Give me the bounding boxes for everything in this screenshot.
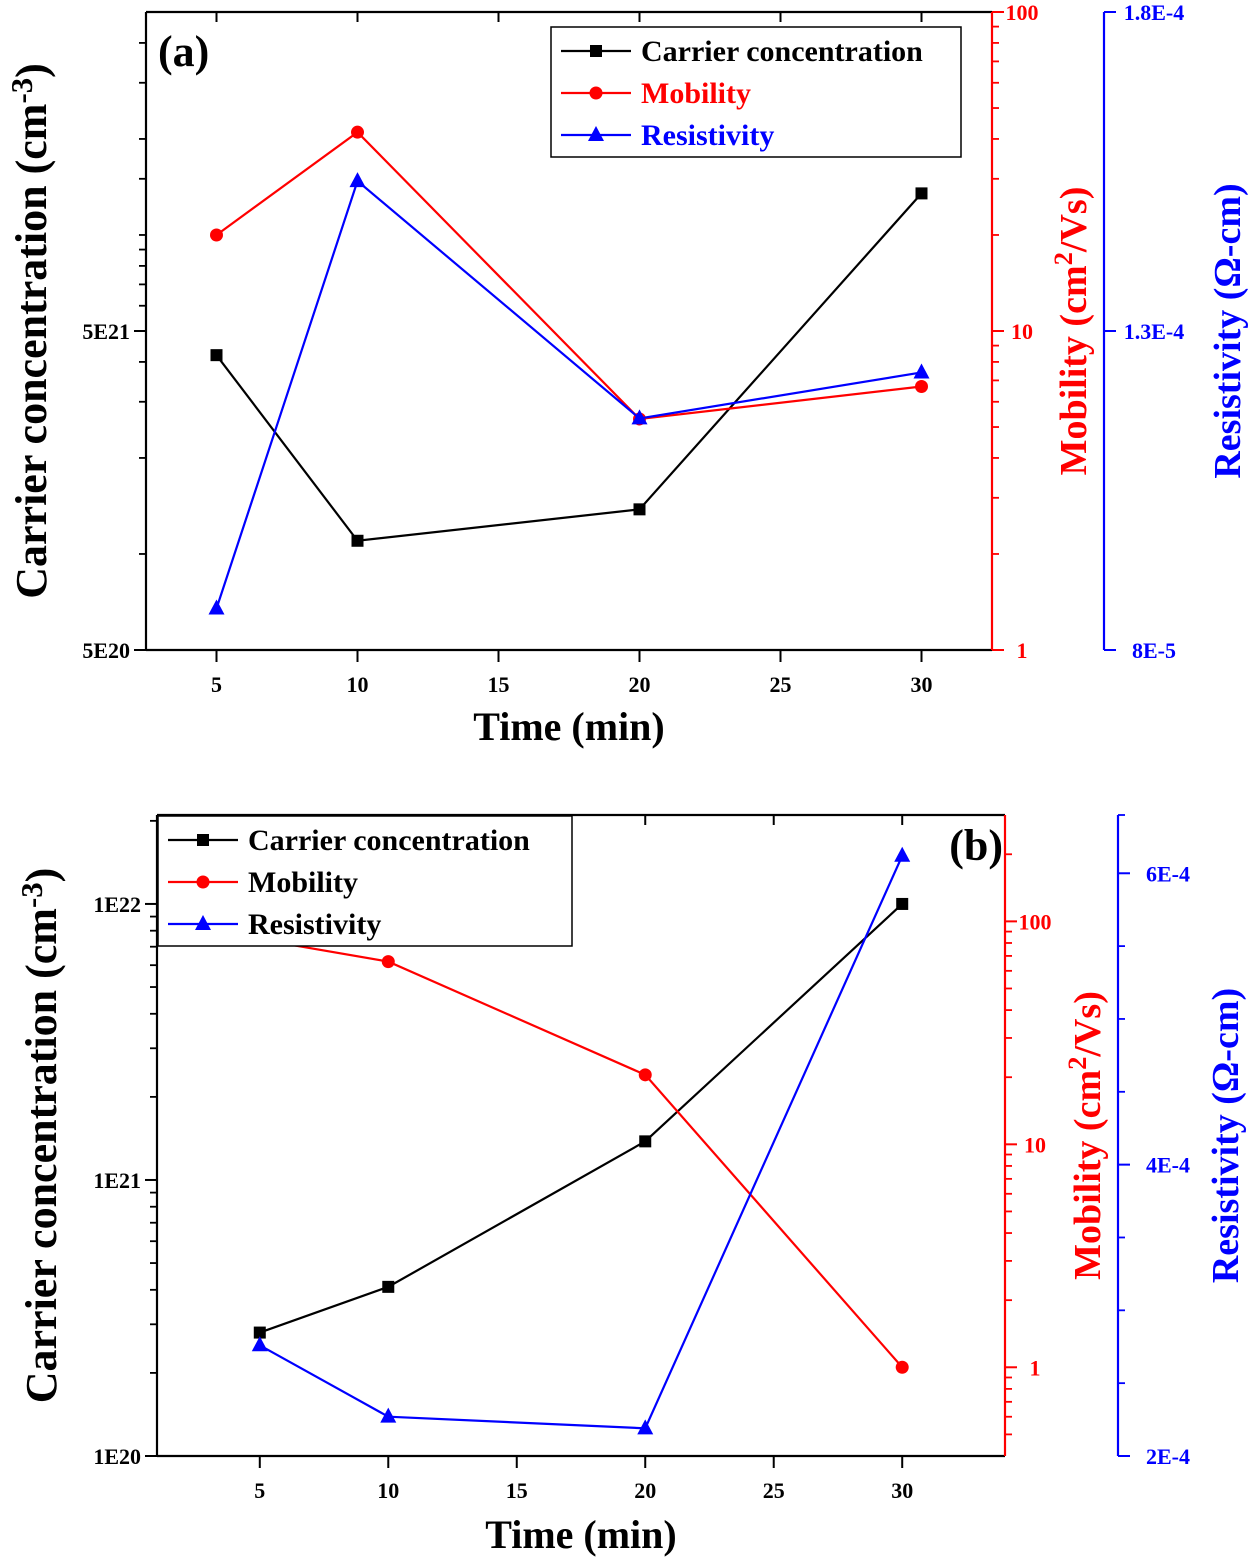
series-line-mobility xyxy=(259,938,904,1369)
data-point-mobility xyxy=(638,1068,652,1082)
legend-label-resistivity: Resistivity xyxy=(248,908,381,941)
mobility-tick-label: 100 xyxy=(1006,0,1039,25)
data-point-carrier-concentration xyxy=(351,534,364,547)
data-point-carrier-concentration xyxy=(639,1135,652,1148)
legend-marker-mobility xyxy=(196,875,210,889)
mobility-tick-label: 1 xyxy=(1030,1355,1041,1380)
data-point-mobility xyxy=(895,1360,909,1374)
data-point-resistivity xyxy=(894,846,911,862)
x-tick-label: 30 xyxy=(911,672,933,697)
left-tick-label: 5E21 xyxy=(82,319,130,344)
resistivity-tick-label: 4E-4 xyxy=(1146,1153,1190,1178)
legend: Carrier concentration Mobility Resistivity xyxy=(157,815,573,947)
series-line-mobility xyxy=(215,130,922,421)
data-point-resistivity xyxy=(380,1407,397,1423)
series-line-carrier-concentration xyxy=(259,903,903,1334)
legend-marker-resistivity xyxy=(195,915,211,930)
mobility-tick-label: 10 xyxy=(1011,319,1033,344)
data-point-mobility xyxy=(915,379,928,393)
left-tick-label: 1E21 xyxy=(93,1168,141,1193)
x-axis-title: Time (min) xyxy=(473,704,664,749)
data-point-carrier-concentration xyxy=(896,897,909,910)
x-tick-label: 25 xyxy=(763,1478,785,1503)
resistivity-axis-title: Resistivity (Ω-cm) xyxy=(1207,183,1249,478)
panel-b: 5 10 15 20 25 30 Time (min) 1E20 1E21 1E22 Carrier… xyxy=(15,813,1247,1557)
data-point-carrier-concentration xyxy=(633,503,646,516)
left-tick-label: 1E20 xyxy=(93,1444,141,1469)
x-tick-label: 15 xyxy=(488,672,510,697)
left-axis-title: Carrier concentration (cm-3) xyxy=(15,868,66,1404)
series-line-resistivity xyxy=(259,855,904,1430)
data-point-carrier-concentration xyxy=(382,1280,395,1293)
legend-label-carrier-concentration: Carrier concentration xyxy=(641,35,923,68)
x-tick-label: 25 xyxy=(770,672,792,697)
legend-label-resistivity: Resistivity xyxy=(641,119,774,152)
legend-marker-mobility xyxy=(589,86,603,100)
panel-a: 5 10 15 20 25 30 Time (min) 5E20 5E21 Carrier con… xyxy=(5,0,1249,749)
mobility-tick-label: 10 xyxy=(1024,1132,1046,1157)
left-axis-title: Carrier concentration (cm-3) xyxy=(5,63,56,599)
x-tick-label: 10 xyxy=(347,672,369,697)
data-point-carrier-concentration xyxy=(915,187,928,200)
legend-label-mobility: Mobility xyxy=(248,866,358,899)
mobility-tick-label: 1 xyxy=(1017,638,1028,663)
data-point-resistivity xyxy=(349,172,366,188)
data-point-carrier-concentration xyxy=(210,349,223,362)
legend-marker-carrier-concentration xyxy=(590,45,602,57)
resistivity-tick-label: 2E-4 xyxy=(1146,1444,1190,1469)
x-tick-label: 30 xyxy=(891,1478,913,1503)
data-point-resistivity xyxy=(208,599,225,615)
x-tick-label: 20 xyxy=(634,1478,656,1503)
x-tick-label: 5 xyxy=(254,1478,265,1503)
x-tick-label: 20 xyxy=(629,672,651,697)
left-tick-label: 1E22 xyxy=(93,892,141,917)
legend: Carrier concentration Mobility Resistivity xyxy=(550,26,962,158)
resistivity-tick-label: 1.8E-4 xyxy=(1124,0,1185,25)
data-point-mobility xyxy=(210,228,223,242)
resistivity-tick-label: 6E-4 xyxy=(1146,861,1190,886)
legend-label-carrier-concentration: Carrier concentration xyxy=(248,824,530,857)
panel-label: (b) xyxy=(949,821,1003,870)
data-point-resistivity xyxy=(631,409,648,425)
x-axis-title: Time (min) xyxy=(485,1512,676,1557)
resistivity-axis-title: Resistivity (Ω-cm) xyxy=(1205,988,1247,1283)
legend-marker-resistivity xyxy=(588,126,604,141)
mobility-axis-title: Mobility (cm2/Vs) xyxy=(1048,187,1095,476)
data-point-mobility xyxy=(381,955,395,969)
mobility-axis-title: Mobility (cm2/Vs) xyxy=(1062,991,1109,1280)
mobility-tick-label: 100 xyxy=(1019,909,1052,934)
panel-label: (a) xyxy=(158,27,209,76)
x-tick-label: 10 xyxy=(377,1478,399,1503)
legend-label-mobility: Mobility xyxy=(641,77,751,110)
x-tick-label: 5 xyxy=(211,672,222,697)
x-tick-label: 15 xyxy=(506,1478,528,1503)
data-point-resistivity xyxy=(251,1336,268,1352)
left-tick-label: 5E20 xyxy=(82,638,130,663)
data-point-resistivity xyxy=(637,1419,654,1435)
data-point-resistivity xyxy=(913,363,930,379)
resistivity-tick-label: 8E-5 xyxy=(1132,638,1176,663)
series-line-carrier-concentration xyxy=(215,192,923,542)
data-point-mobility xyxy=(351,125,364,139)
series-line-resistivity xyxy=(215,179,922,609)
legend-marker-carrier-concentration xyxy=(197,834,209,846)
data-point-carrier-concentration xyxy=(253,1326,266,1339)
resistivity-tick-label: 1.3E-4 xyxy=(1124,319,1185,344)
